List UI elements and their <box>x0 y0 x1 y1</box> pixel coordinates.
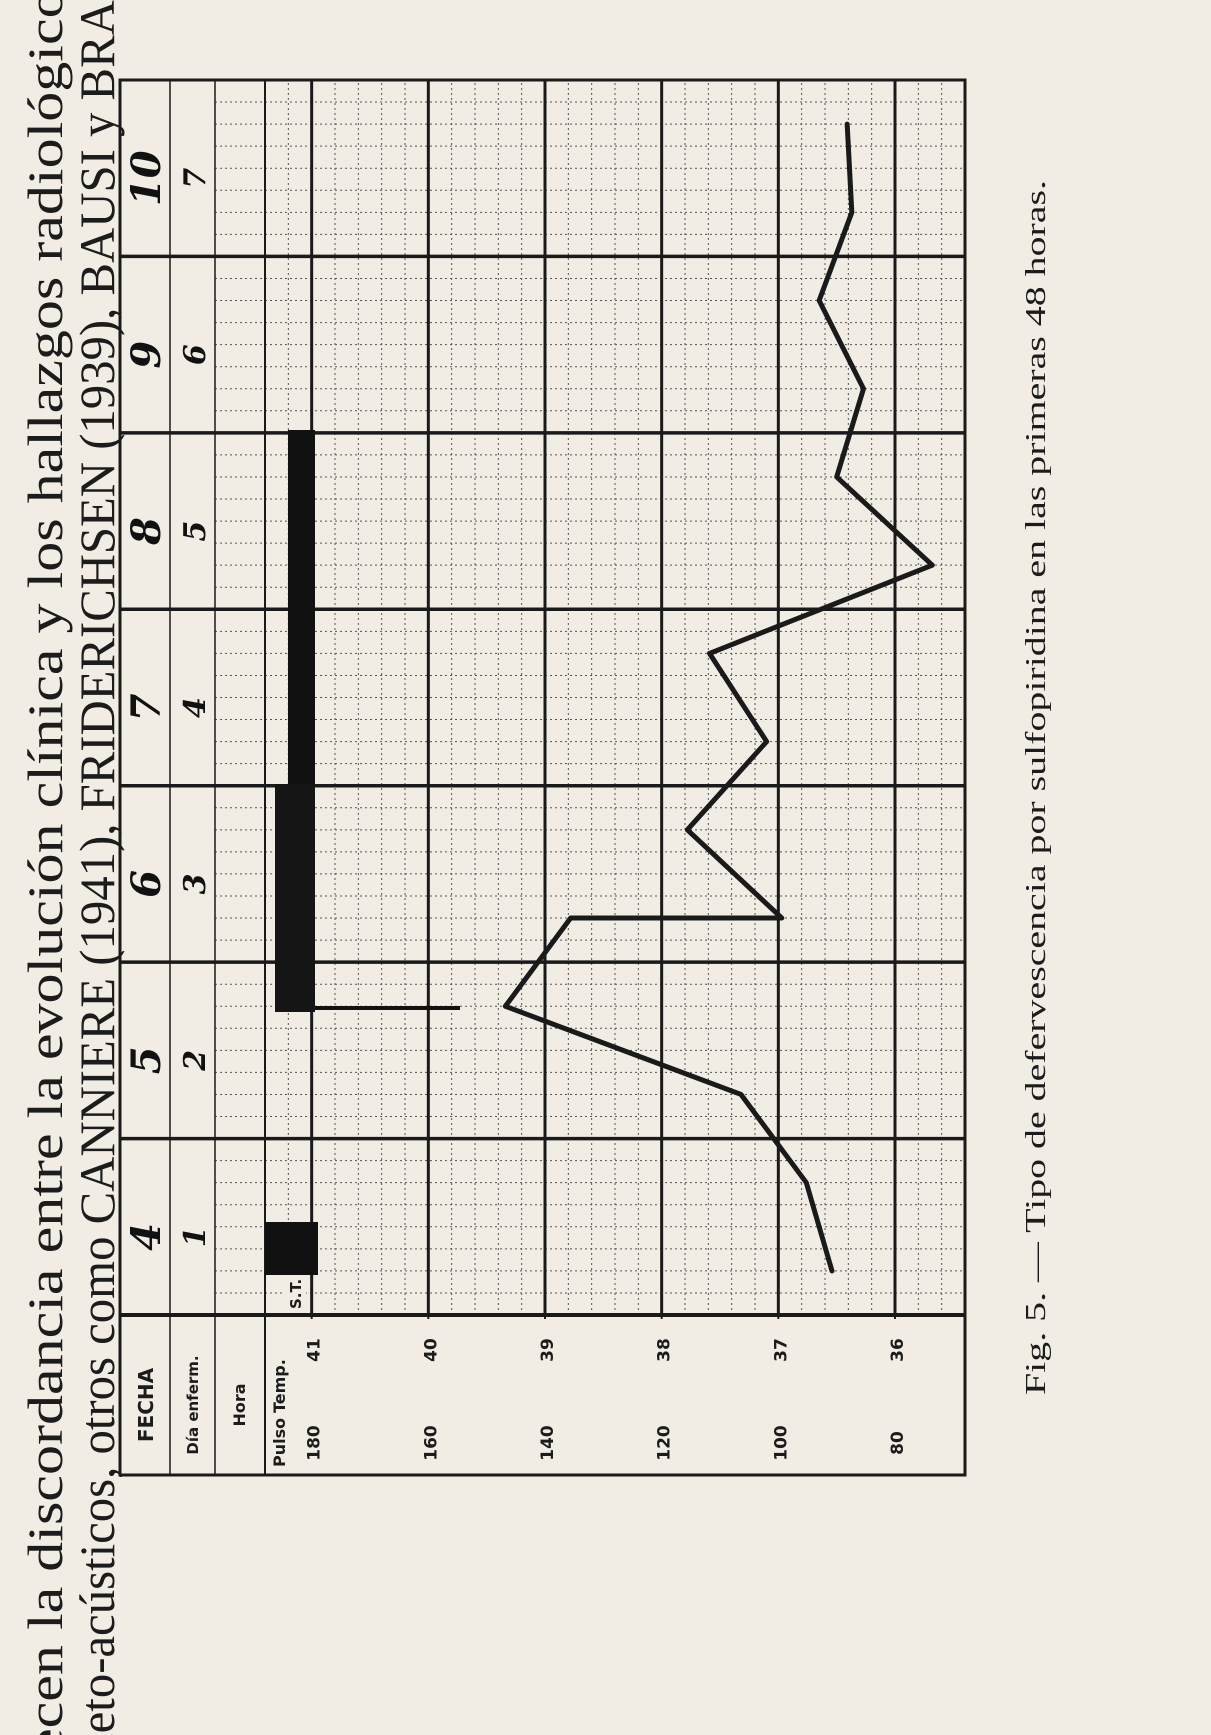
fecha: 4 <box>123 1223 170 1251</box>
y-tick-label: 36 <box>888 1338 908 1362</box>
temperature-line <box>502 121 935 1274</box>
y2-tick-label: 100 <box>771 1425 791 1461</box>
row-label: Hora <box>230 1383 249 1426</box>
y2-tick-label: 160 <box>421 1425 441 1461</box>
treatment-bar <box>275 784 315 1012</box>
label-backdrop <box>284 1275 306 1311</box>
treatment-bar <box>265 1222 318 1275</box>
caption: Fig. 5. — Tipo de defervescencia por sul… <box>1020 180 1052 1395</box>
fecha: 5 <box>123 1046 170 1074</box>
rotated-page: ecen la discordancia entre la evolución … <box>17 0 1052 1735</box>
y-axis-label: Temp. <box>270 1359 289 1413</box>
dia-enferm: 1 <box>178 1226 213 1247</box>
row-label: Día enferm. <box>184 1355 202 1454</box>
fecha: 7 <box>123 693 170 721</box>
y2-axis-label: Pulso <box>270 1418 289 1467</box>
y-tick-label: 37 <box>771 1338 791 1362</box>
dia-enferm: 4 <box>178 697 213 718</box>
treatment-label: S.T. <box>287 1279 305 1309</box>
dia-enferm: 6 <box>178 344 213 365</box>
y2-tick-label: 140 <box>538 1425 558 1461</box>
chart-frame <box>118 78 967 1477</box>
y-tick-label: 40 <box>421 1338 441 1362</box>
treatment-bar <box>288 430 315 784</box>
y2-tick-label: 120 <box>655 1425 675 1461</box>
fecha: 6 <box>123 870 170 898</box>
row-label: FECHA <box>134 1367 158 1442</box>
dia-enferm: 7 <box>178 168 213 189</box>
y-tick-label: 38 <box>655 1338 675 1362</box>
dia-enferm: 3 <box>178 873 213 894</box>
dia-enferm: 5 <box>178 521 213 542</box>
fecha: 10 <box>123 150 170 206</box>
body-text: ecen la discordancia entre la evolución … <box>17 0 73 1735</box>
y2-tick-label: 80 <box>888 1431 908 1455</box>
dia-enferm: 2 <box>178 1050 213 1072</box>
fecha: 9 <box>123 341 170 369</box>
y-tick-label: 39 <box>538 1338 558 1362</box>
y2-tick-label: 180 <box>305 1425 325 1461</box>
y-tick-label: 41 <box>305 1338 325 1362</box>
fecha: 8 <box>123 517 170 546</box>
body-text: ceto-acústicos, otros como CANNIERE (194… <box>69 0 125 1735</box>
